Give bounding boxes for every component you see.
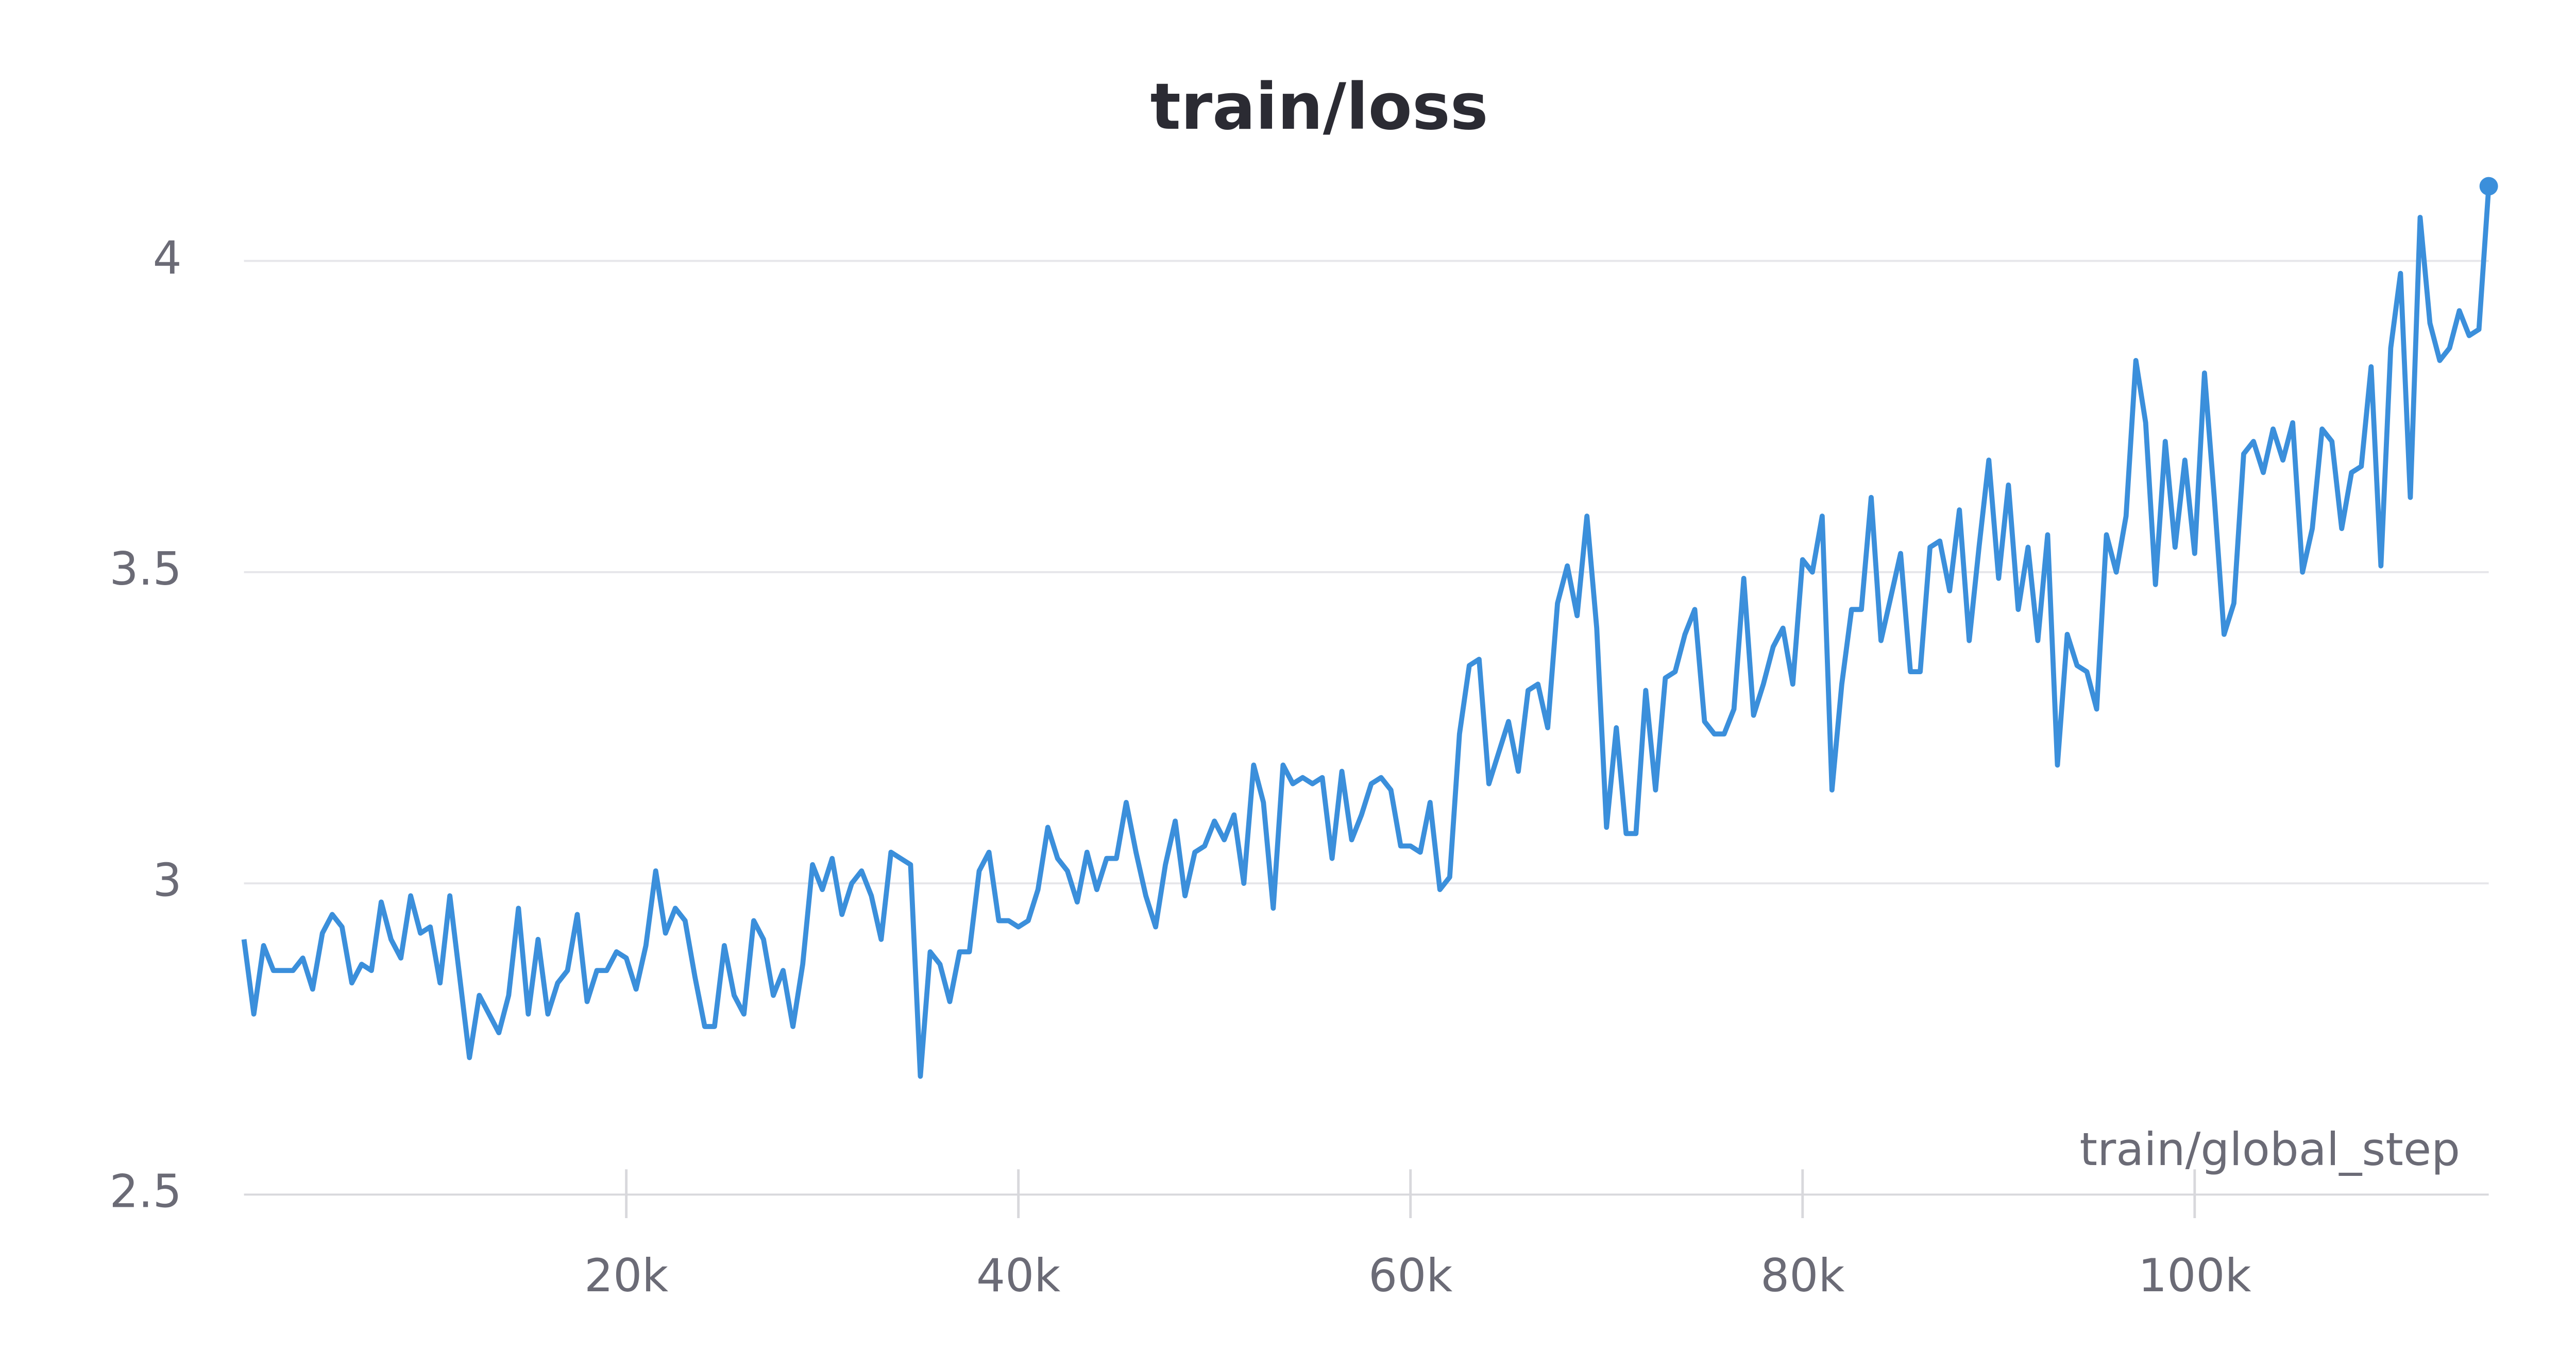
y-tick-label: 2.5 — [110, 1165, 182, 1218]
loss-line — [241, 186, 2492, 1079]
y-tick-label: 3.5 — [110, 542, 182, 595]
last-point — [2479, 177, 2498, 196]
y-tick-label: 4 — [153, 231, 182, 284]
x-tick-label: 60k — [1368, 1249, 1452, 1302]
x-tick-label: 100k — [2138, 1249, 2251, 1302]
x-tick-label: 40k — [976, 1249, 1060, 1302]
x-tick-label: 80k — [1760, 1249, 1844, 1302]
x-tick-label: 20k — [584, 1249, 668, 1302]
chart-title: train/loss — [1150, 70, 1488, 144]
x-axis-label: train/global_step — [2079, 1123, 2460, 1176]
y-tick-label: 3 — [153, 853, 182, 907]
